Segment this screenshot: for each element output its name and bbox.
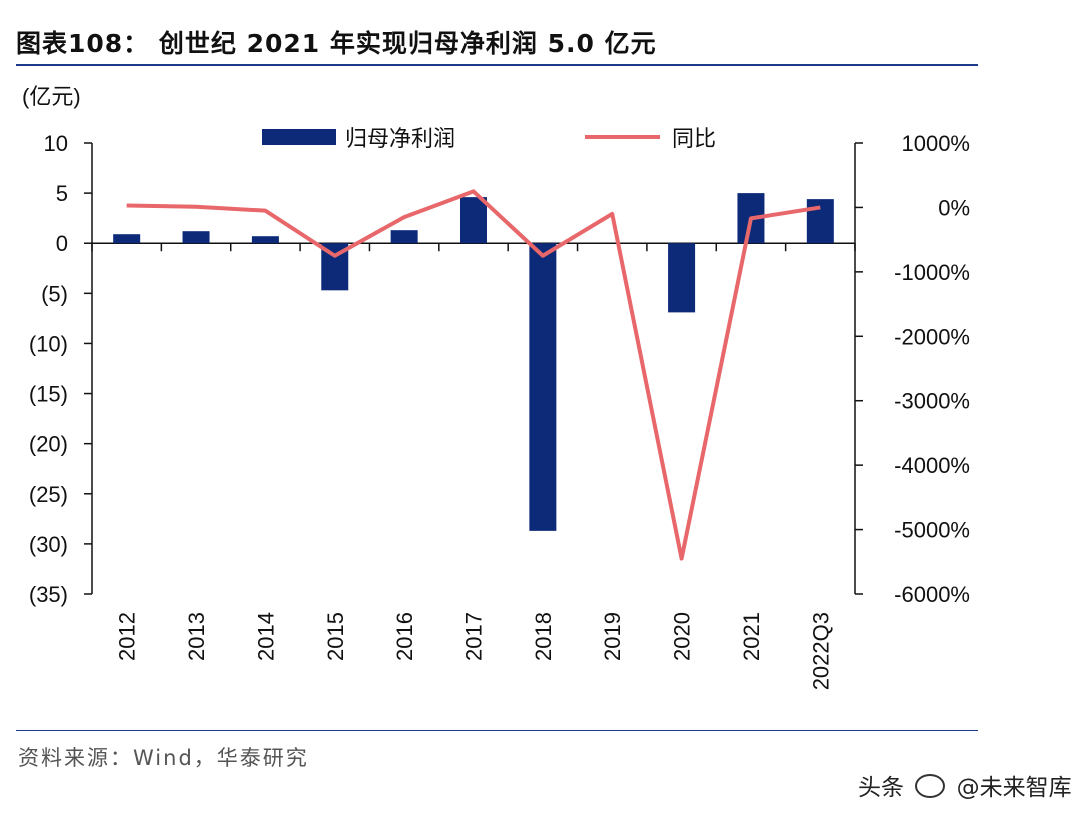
title-divider bbox=[16, 64, 978, 66]
x-axis-tick-label: 2016 bbox=[392, 612, 417, 661]
left-axis-tick-label: 5 bbox=[56, 181, 68, 206]
bar bbox=[251, 236, 279, 244]
left-axis-tick-label: 0 bbox=[56, 231, 68, 256]
x-axis-tick-label: 2021 bbox=[739, 612, 764, 661]
left-axis-tick-label: (35) bbox=[29, 582, 68, 607]
x-axis-tick-label: 2022Q3 bbox=[808, 612, 833, 690]
left-axis-unit-label: (亿元) bbox=[22, 84, 81, 109]
source-note: 资料来源：Wind，华泰研究 bbox=[18, 746, 309, 770]
left-axis-tick-label: (15) bbox=[29, 382, 68, 407]
x-axis-tick-label: 2013 bbox=[184, 612, 209, 661]
x-axis-tick-label: 2017 bbox=[462, 612, 487, 661]
watermark-account: @未来智库 bbox=[956, 775, 1072, 801]
bar bbox=[113, 234, 141, 244]
line-series bbox=[126, 189, 821, 561]
right-axis-tick-label: -6000% bbox=[894, 582, 970, 607]
x-axis-tick-label: 2014 bbox=[253, 612, 278, 661]
right-axis: 1000% 0% -1000% -2000% -3000% -4000% -5000% -60… bbox=[854, 131, 970, 607]
x-axis-tick-label: 2019 bbox=[600, 612, 625, 661]
left-axis-tick-label: 10 bbox=[44, 131, 68, 156]
right-axis-tick-label: -5000% bbox=[894, 518, 970, 543]
bar bbox=[182, 231, 210, 244]
x-axis-tick-label: 2015 bbox=[323, 612, 348, 661]
bar bbox=[806, 199, 834, 244]
right-axis-tick-label: 1000% bbox=[901, 131, 970, 156]
chart-title: 图表108： 创世纪 2021 年实现归母净利润 5.0 亿元 bbox=[16, 29, 657, 58]
bar bbox=[390, 230, 418, 244]
watermark: 头条 @未来智库 bbox=[858, 768, 1072, 802]
left-axis-tick-label: (5) bbox=[41, 281, 68, 306]
right-axis-tick-label: -1000% bbox=[894, 260, 970, 285]
right-axis-tick-label: 0% bbox=[938, 195, 970, 220]
left-axis: 10 5 0 (5) (10) (15) (20) (25) (30) (35) bbox=[29, 131, 93, 607]
wechat-icon bbox=[915, 774, 946, 798]
right-axis-tick-label: -4000% bbox=[894, 453, 970, 478]
legend-line-label: 同比 bbox=[672, 127, 716, 152]
x-axis-tick-label: 2020 bbox=[670, 612, 695, 661]
right-axis-tick-label: -3000% bbox=[894, 389, 970, 414]
bar bbox=[668, 243, 696, 313]
right-axis-tick-label: -2000% bbox=[894, 324, 970, 349]
left-axis-tick-label: (10) bbox=[29, 331, 68, 356]
legend-bar-label: 归母净利润 bbox=[345, 127, 455, 152]
legend-bar-swatch bbox=[262, 129, 336, 145]
left-axis-tick-label: (25) bbox=[29, 482, 68, 507]
source-divider bbox=[16, 730, 978, 731]
left-axis-tick-label: (30) bbox=[29, 532, 68, 557]
left-axis-tick-label: (20) bbox=[29, 432, 68, 457]
bar bbox=[529, 243, 557, 531]
legend: 归母净利润 同比 bbox=[262, 127, 716, 152]
x-axis-tick-label: 2018 bbox=[531, 612, 556, 661]
watermark-platform: 头条 bbox=[858, 775, 904, 801]
bar bbox=[460, 197, 487, 244]
x-axis: 2012 2013 2014 2015 2016 2017 2018 2019 2020 2021… bbox=[91, 242, 856, 690]
chart-canvas: (亿元) 10 5 0 (5) (10) (15) (20) (25) (30) (35) 100… bbox=[22, 84, 970, 690]
x-axis-tick-label: 2012 bbox=[115, 612, 140, 661]
